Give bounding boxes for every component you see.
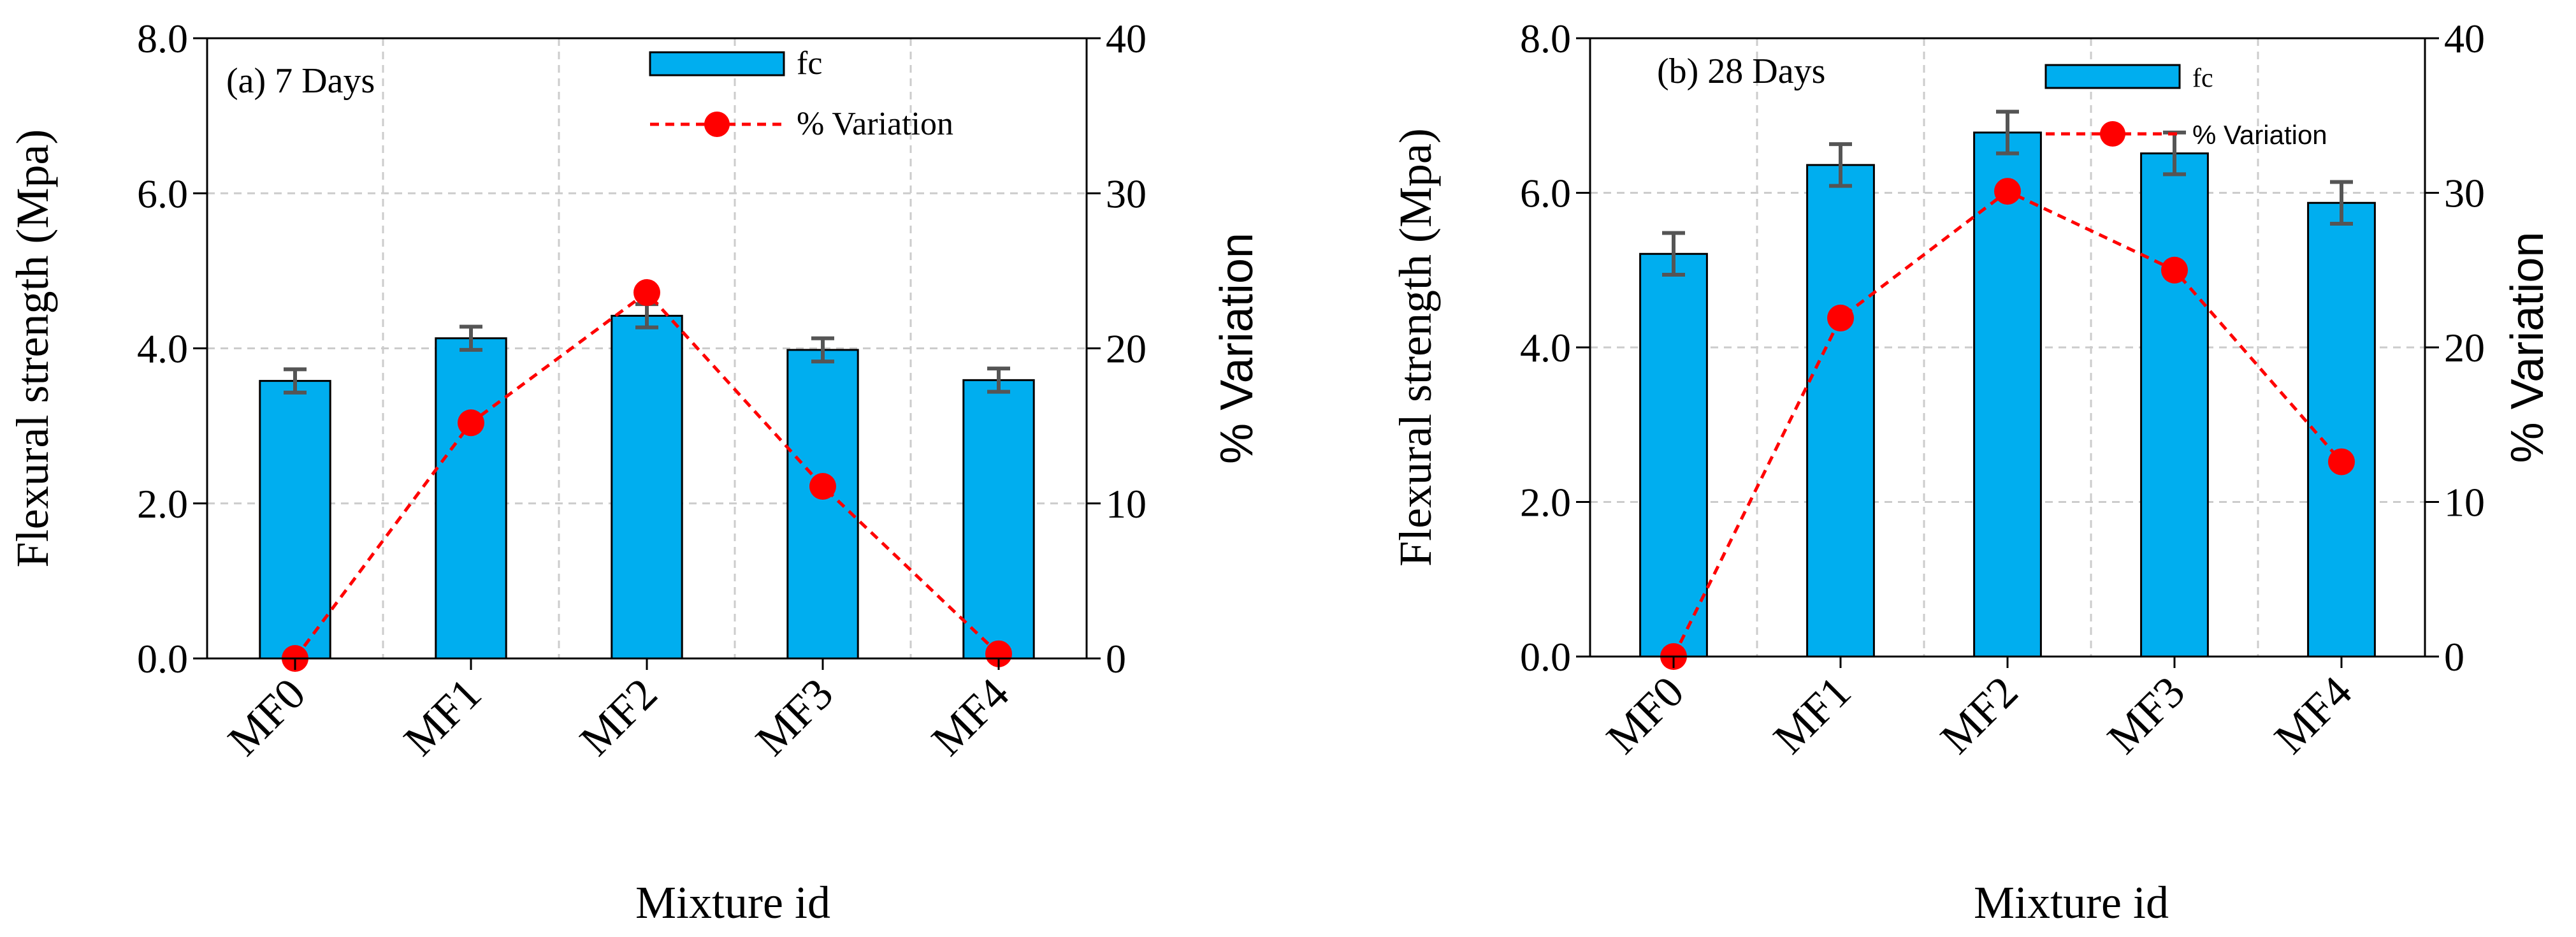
point-variation-MF2 — [1994, 178, 2021, 205]
error-bar-MF0 — [1662, 231, 1685, 277]
y-tick-label: 2.0 — [1520, 480, 1571, 525]
x-tick-label: MF3 — [747, 669, 843, 766]
y-tick-label: 0.0 — [1520, 634, 1571, 679]
y-axis-label: Flexural strength (Mpa) — [1390, 128, 1441, 567]
legend: fc % Variation — [2044, 64, 2327, 150]
x-tick-label: MF3 — [2099, 667, 2195, 764]
point-variation-MF3 — [2161, 256, 2188, 284]
x-tick-label: MF1 — [1765, 667, 1861, 764]
legend-label-fc: fc — [2192, 64, 2213, 93]
point-variation-MF4 — [985, 640, 1012, 667]
x-tick-label: MF2 — [571, 669, 667, 766]
legend-swatch-marker-variation — [2100, 121, 2125, 147]
error-bar-MF1 — [459, 324, 482, 352]
y2-tick-label: 0 — [1106, 636, 1126, 681]
y2-tick-label: 40 — [2444, 16, 2485, 61]
panel-title: (b) 28 Days — [1657, 52, 1825, 91]
legend-swatch-fc — [2044, 64, 2181, 89]
y-axis-label: Flexural strength (Mpa) — [7, 129, 58, 568]
point-variation-MF1 — [1827, 304, 1854, 331]
legend: fc % Variation — [649, 45, 953, 142]
x-tick-label: MF4 — [2266, 667, 2362, 764]
point-variation-MF3 — [809, 472, 836, 500]
x-tick-label: MF2 — [1932, 667, 2028, 764]
y-tick-label: 6.0 — [1520, 171, 1571, 216]
legend-label-fc: fc — [797, 45, 822, 82]
error-bar-MF1 — [1829, 142, 1852, 188]
bar-fc-MF2 — [1973, 131, 2042, 658]
error-bar-MF4 — [987, 367, 1010, 394]
x-axis-label: Mixture id — [1974, 877, 2169, 928]
x-tick-label: MF1 — [395, 669, 491, 766]
y2-tick-label: 30 — [1106, 171, 1147, 216]
y2-tick-label: 20 — [1106, 326, 1147, 372]
legend-swatch-marker-variation — [704, 112, 730, 137]
bar-fc-MF1 — [435, 337, 507, 660]
bar-fc-MF4 — [962, 379, 1035, 660]
y-tick-label: 0.0 — [137, 636, 188, 681]
x-tick-label: MF4 — [923, 669, 1019, 766]
y-tick-label: 4.0 — [137, 326, 188, 372]
bar-fc-MF0 — [259, 380, 331, 660]
point-variation-MF4 — [2328, 448, 2355, 476]
y2-tick-label: 0 — [2444, 634, 2464, 679]
panel-title: (a) 7 Days — [226, 61, 375, 101]
bar-fc-MF0 — [1639, 252, 1708, 658]
point-variation-MF1 — [458, 409, 484, 437]
y2-axis-label: % Variation — [2502, 232, 2553, 463]
error-bar-MF4 — [2330, 180, 2353, 226]
y2-tick-label: 10 — [1106, 481, 1147, 527]
y2-tick-label: 20 — [2444, 325, 2485, 370]
y-tick-label: 8.0 — [1520, 16, 1571, 61]
x-tick-label: MF0 — [219, 669, 315, 766]
y2-tick-label: 30 — [2444, 171, 2485, 216]
y-tick-label: 2.0 — [137, 481, 188, 527]
y2-tick-label: 40 — [1106, 16, 1147, 61]
legend-swatch-fc — [649, 51, 785, 76]
bar-fc-MF1 — [1806, 164, 1875, 658]
error-bar-MF2 — [1996, 110, 2019, 156]
y2-axis-label: % Variation — [1212, 233, 1263, 464]
y2-tick-label: 10 — [2444, 480, 2485, 525]
x-axis-label: Mixture id — [635, 877, 830, 928]
y-tick-label: 6.0 — [137, 171, 188, 216]
bar-fc-MF4 — [2307, 201, 2376, 658]
error-bar-MF3 — [811, 336, 834, 364]
point-variation-MF2 — [633, 279, 660, 306]
bar-fc-MF2 — [611, 314, 683, 660]
bar-fc-MF3 — [786, 349, 859, 660]
chart-b: 0.0 2.0 4.0 6.0 8.0 0 10 20 30 40 MF0 MF1 MF2 MF3 MF4 M… — [1390, 16, 2553, 928]
legend-label-variation: % Variation — [2192, 120, 2327, 150]
y-tick-label: 8.0 — [137, 16, 188, 61]
y-tick-label: 4.0 — [1520, 325, 1571, 370]
bar-fc-MF3 — [2140, 152, 2209, 658]
legend-label-variation: % Variation — [797, 106, 953, 142]
chart-a: 0.0 2.0 4.0 6.0 8.0 0 10 20 30 40 MF0 MF1 MF2 MF3 MF4 M… — [7, 16, 1263, 928]
x-tick-label: MF0 — [1598, 667, 1694, 764]
error-bar-MF0 — [284, 367, 307, 395]
